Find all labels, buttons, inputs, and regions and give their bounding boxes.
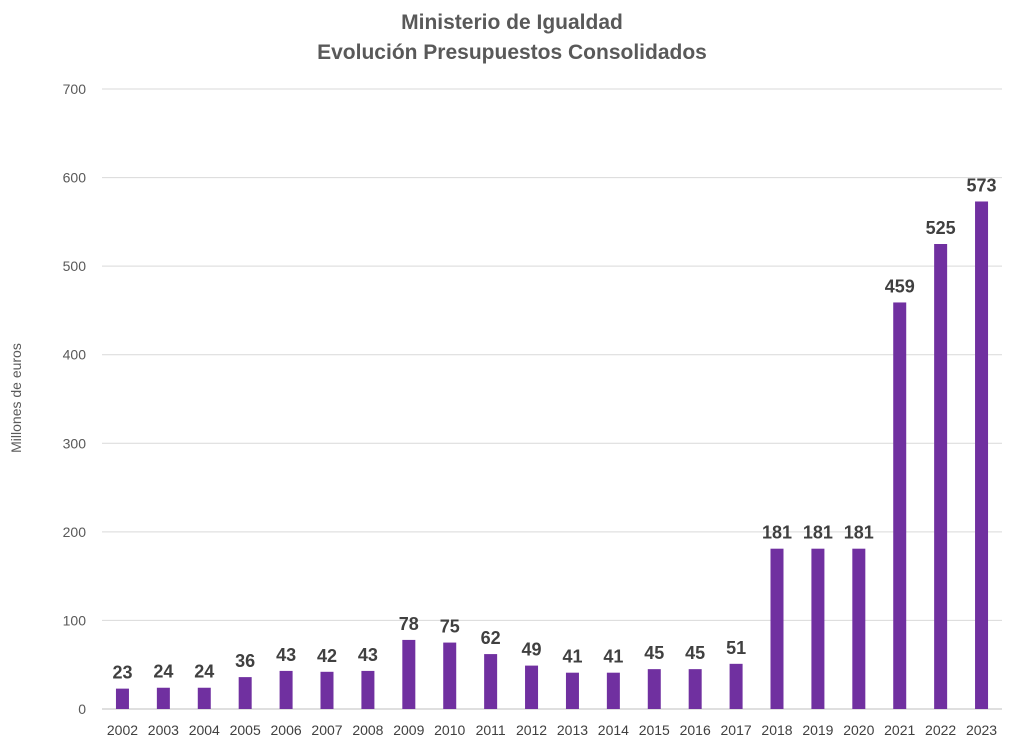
data-label: 36	[235, 651, 255, 671]
bar	[647, 669, 661, 709]
data-label: 459	[885, 276, 915, 296]
x-tick-label: 2019	[802, 722, 833, 738]
bar	[852, 548, 866, 709]
x-tick-label: 2014	[598, 722, 629, 738]
data-label: 45	[685, 643, 705, 663]
data-label: 45	[644, 643, 664, 663]
data-label: 41	[603, 647, 623, 667]
data-label: 42	[317, 646, 337, 666]
bar	[811, 548, 825, 709]
bar	[934, 244, 948, 709]
x-tick-label: 2011	[476, 722, 506, 738]
data-label: 181	[762, 523, 792, 543]
bar	[402, 639, 416, 709]
bar	[115, 688, 129, 709]
data-label: 78	[399, 614, 419, 634]
x-tick-label: 2002	[107, 722, 138, 738]
chart-title-line-1: Ministerio de Igualdad	[401, 11, 623, 34]
x-tick-label: 2009	[393, 722, 424, 738]
x-tick-label: 2016	[680, 722, 711, 738]
data-label: 23	[112, 663, 132, 683]
data-label: 75	[440, 617, 460, 637]
data-label: 525	[926, 218, 956, 238]
bar	[975, 201, 989, 709]
x-tick-label: 2005	[230, 722, 261, 738]
chart-title: Ministerio de Igualdad Evolución Presupu…	[0, 8, 1024, 68]
data-label: 41	[562, 647, 582, 667]
bar	[279, 670, 293, 709]
x-tick-label: 2006	[271, 722, 302, 738]
x-tick-label: 2007	[311, 722, 342, 738]
x-tick-label: 2022	[925, 722, 956, 738]
bar	[565, 672, 579, 709]
bar	[156, 687, 170, 709]
x-tick-label: 2018	[761, 722, 792, 738]
data-label: 43	[276, 645, 296, 665]
x-tick-label: 2023	[966, 722, 997, 738]
x-tick-label: 2012	[516, 722, 547, 738]
bar	[484, 654, 498, 709]
x-tick-label: 2021	[884, 722, 915, 738]
bar	[361, 670, 375, 709]
bar	[893, 302, 907, 709]
data-label: 24	[194, 662, 214, 682]
chart-title-line-2: Evolución Presupuestos Consolidados	[317, 41, 707, 64]
data-label: 43	[358, 645, 378, 665]
bar	[729, 663, 743, 709]
data-label: 51	[726, 638, 746, 658]
y-tick-label: 500	[63, 258, 87, 274]
bar	[238, 677, 252, 709]
y-tick-label: 700	[63, 81, 87, 97]
x-tick-label: 2003	[148, 722, 179, 738]
bar	[320, 671, 334, 709]
x-tick-label: 2017	[721, 722, 752, 738]
data-label: 181	[803, 523, 833, 543]
x-tick-label: 2004	[189, 722, 220, 738]
y-tick-label: 400	[63, 347, 87, 363]
bar	[197, 687, 211, 709]
data-label: 49	[522, 640, 542, 660]
y-tick-label: 0	[78, 701, 86, 717]
bar	[525, 665, 539, 709]
data-label: 181	[844, 523, 874, 543]
y-tick-label: 100	[63, 612, 87, 628]
y-tick-label: 600	[63, 170, 87, 186]
x-tick-label: 2020	[843, 722, 874, 738]
bar	[688, 669, 702, 709]
y-tick-label: 200	[63, 524, 87, 540]
data-label: 573	[967, 175, 997, 195]
y-tick-label: 300	[63, 435, 87, 451]
bar	[770, 548, 784, 709]
data-label: 62	[481, 628, 501, 648]
bar	[443, 642, 457, 709]
x-tick-label: 2010	[434, 722, 465, 738]
x-tick-label: 2015	[639, 722, 670, 738]
bar	[606, 672, 620, 709]
x-tick-label: 2013	[557, 722, 588, 738]
data-label: 24	[153, 662, 173, 682]
x-tick-label: 2008	[352, 722, 383, 738]
